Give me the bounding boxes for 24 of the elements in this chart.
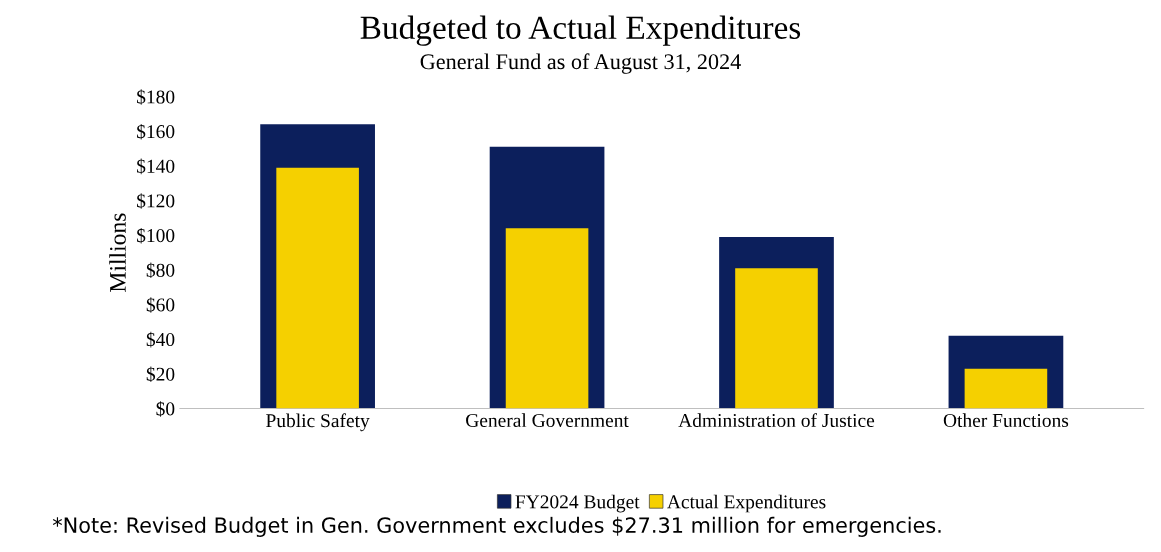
y-tick-label: $180 [137,89,175,105]
y-tick-label: $100 [137,227,175,244]
y-tick-label: $0 [156,401,175,417]
legend-label: Actual Expenditures [667,494,826,513]
y-tick-label: $20 [146,366,175,383]
y-tick-label: $60 [146,297,175,313]
bar [735,268,818,409]
x-tick-label: Public Safety [266,413,370,432]
bar [505,228,589,409]
x-tick-label: Other Functions [943,413,1069,428]
y-tick-label: $160 [137,123,175,140]
y-tick-label: $80 [146,262,175,279]
chart-title: Budgeted to Actual Expenditures [360,15,801,46]
y-axis-title: Millions [109,213,126,292]
bar [276,167,359,409]
legend-label: FY2024 Budget [515,494,640,513]
y-tick-label: $40 [146,331,175,348]
text: *Note: Revised Budget in Gen. Government excludes $27.31 million for emergencies. [52,516,941,538]
y-tick-label: $120 [137,193,175,209]
y-tick-label: $140 [137,158,175,175]
x-tick-label: General Government [466,413,629,428]
bar [964,368,1048,409]
chart-subtitle: General Fund as of August 31, 2024 [420,53,741,74]
x-tick-label: Administration of Justice [678,413,875,428]
